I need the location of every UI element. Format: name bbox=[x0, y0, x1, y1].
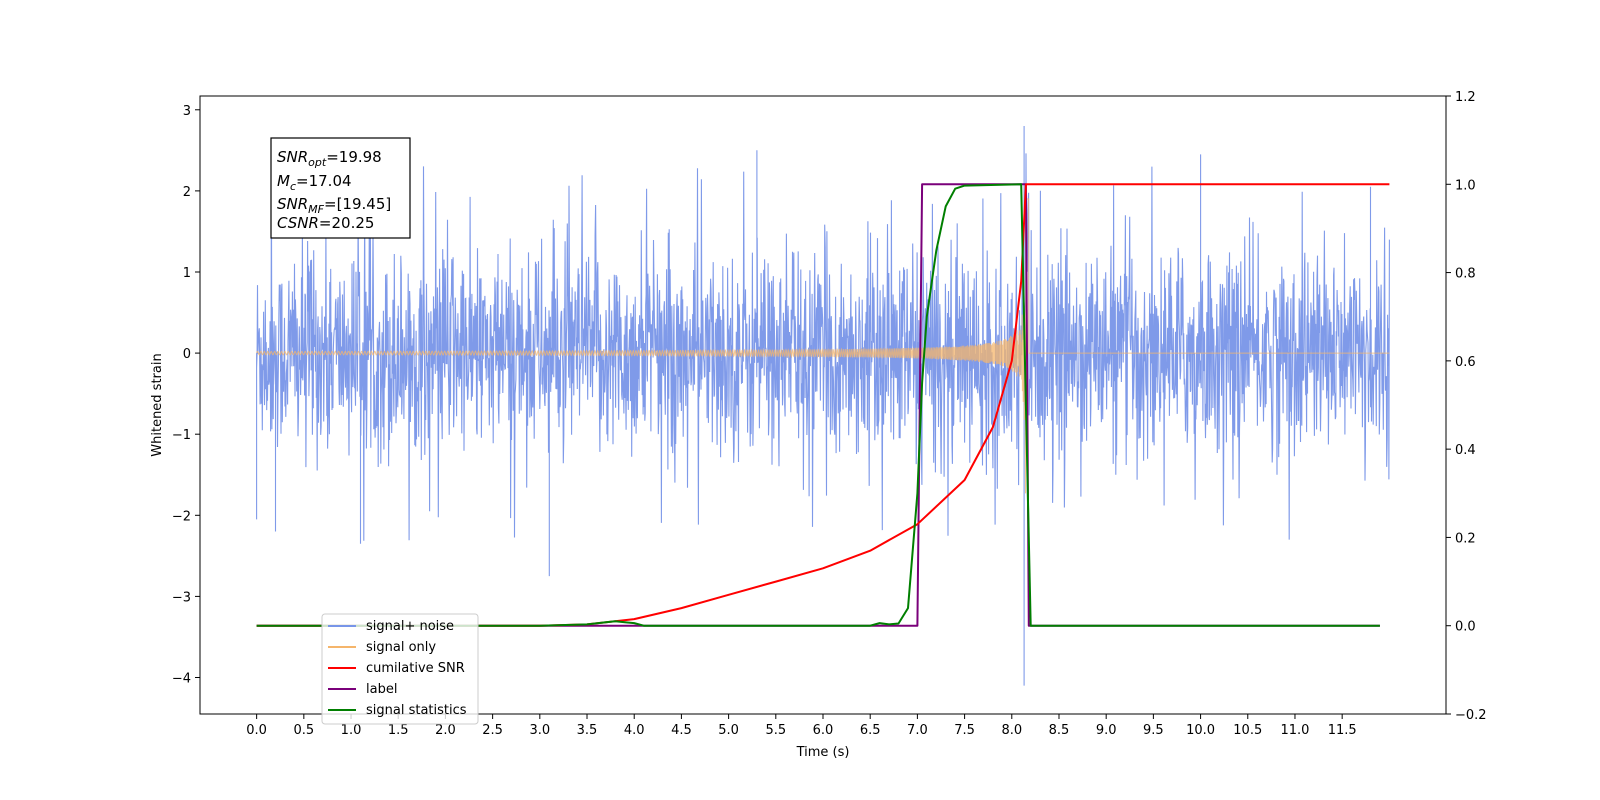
legend-label-signal-statistics: signal statistics bbox=[366, 703, 467, 718]
annotation-box: SNRopt=19.98 Mc=17.04 SNRMF=[19.45] CSNR… bbox=[270, 137, 411, 239]
y-right-tick-label: 0.2 bbox=[1455, 531, 1476, 546]
y-axis-right: 1.2 1.0 0.8 0.6 0.4 0.2 0.0 −0.2 bbox=[1446, 90, 1487, 723]
y-left-tick-label: −2 bbox=[172, 509, 191, 524]
y-right-tick-label: 0.8 bbox=[1455, 267, 1476, 282]
x-tick-label: 10.5 bbox=[1233, 723, 1262, 738]
legend-label-signal-noise: signal+ noise bbox=[366, 619, 454, 634]
x-tick-label: 9.5 bbox=[1143, 723, 1164, 738]
x-tick-label: 0.5 bbox=[293, 723, 314, 738]
x-tick-label: 3.5 bbox=[577, 723, 598, 738]
y-axis-label: Whitened strain bbox=[150, 353, 165, 456]
x-tick-label: 9.0 bbox=[1096, 723, 1117, 738]
x-tick-label: 4.0 bbox=[624, 723, 645, 738]
y-left-tick-label: −4 bbox=[172, 672, 191, 687]
x-axis-label: Time (s) bbox=[796, 745, 850, 760]
y-right-tick-label: −0.2 bbox=[1455, 708, 1487, 723]
y-left-tick-label: 2 bbox=[183, 185, 191, 200]
x-tick-label: 11.5 bbox=[1328, 723, 1357, 738]
series-signal-only bbox=[256, 198, 1390, 494]
annotation-csnr: CSNR=20.25 bbox=[277, 214, 374, 232]
y-left-tick-label: −3 bbox=[172, 590, 191, 605]
series-signal-statistics bbox=[256, 183, 1380, 627]
y-left-tick-label: −1 bbox=[172, 428, 191, 443]
y-left-tick-label: 3 bbox=[183, 104, 191, 119]
annotation-snr-opt: SNRopt=19.98 bbox=[277, 148, 382, 169]
x-tick-label: 10.0 bbox=[1186, 723, 1215, 738]
annotation-snr-mf: SNRMF=[19.45] bbox=[277, 195, 391, 216]
x-tick-label: 2.5 bbox=[482, 723, 503, 738]
x-tick-label: 8.5 bbox=[1049, 723, 1070, 738]
x-tick-label: 7.0 bbox=[907, 723, 928, 738]
y-right-tick-label: 0.4 bbox=[1455, 443, 1476, 458]
x-tick-label: 5.5 bbox=[765, 723, 786, 738]
x-tick-label: 1.0 bbox=[341, 723, 362, 738]
legend-label-cumulative-snr: cumilative SNR bbox=[366, 661, 465, 676]
legend-frame bbox=[321, 613, 479, 725]
x-tick-label: 1.5 bbox=[388, 723, 409, 738]
x-tick-label: 4.5 bbox=[671, 723, 692, 738]
y-left-tick-label: 0 bbox=[183, 347, 191, 362]
x-tick-label: 6.5 bbox=[860, 723, 881, 738]
signal-series-layer bbox=[256, 198, 1390, 494]
x-tick-label: 11.0 bbox=[1280, 723, 1309, 738]
x-tick-label: 7.5 bbox=[954, 723, 975, 738]
right-axis-series-layer bbox=[256, 183, 1390, 627]
legend-label-label: label bbox=[366, 682, 397, 697]
y-right-tick-label: 0.6 bbox=[1455, 355, 1476, 370]
y-axis-left: 3 2 1 0 −1 −2 −3 −4 bbox=[172, 104, 200, 687]
y-right-tick-label: 1.0 bbox=[1455, 178, 1476, 193]
x-tick-label: 3.0 bbox=[529, 723, 550, 738]
legend: signal+ noise signal only cumilative SNR… bbox=[321, 613, 479, 725]
x-tick-label: 2.0 bbox=[435, 723, 456, 738]
y-right-tick-label: 1.2 bbox=[1455, 90, 1476, 105]
series-signal-noise bbox=[256, 126, 1390, 686]
x-tick-label: 6.0 bbox=[813, 723, 834, 738]
legend-label-signal-only: signal only bbox=[366, 640, 436, 655]
y-left-tick-label: 1 bbox=[183, 266, 191, 281]
x-tick-label: 0.0 bbox=[246, 723, 267, 738]
noise-series-layer bbox=[256, 126, 1390, 686]
y-right-tick-label: 0.0 bbox=[1455, 620, 1476, 635]
annotation-mc: Mc=17.04 bbox=[277, 172, 352, 193]
x-tick-label: 5.0 bbox=[718, 723, 739, 738]
x-tick-label: 8.0 bbox=[1001, 723, 1022, 738]
x-axis: 0.0 0.5 1.0 1.5 2.0 2.5 3.0 3.5 4.0 4.5 5.0 5.5 6.0 6… bbox=[246, 714, 1357, 738]
